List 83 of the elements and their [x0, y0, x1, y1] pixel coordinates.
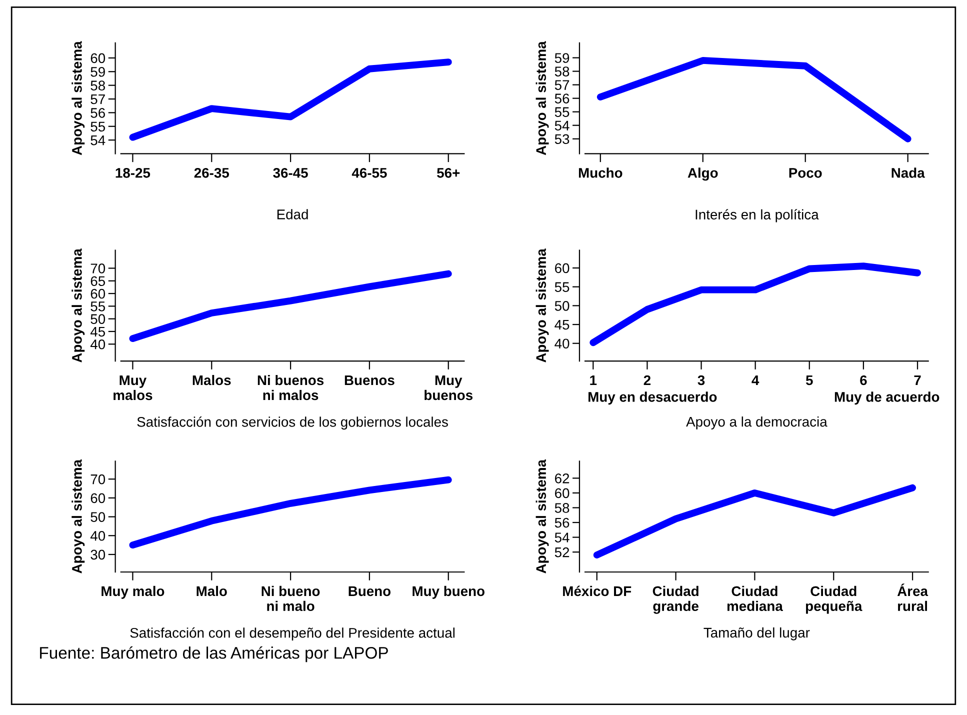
y-tick-label: 60: [90, 53, 106, 64]
x-tick-label: 46-55: [352, 168, 387, 178]
text: Muy de acuerdo: [834, 392, 940, 405]
x-tick-label: Malos: [192, 374, 231, 386]
x-tick-label: 1: [590, 375, 597, 386]
x-tick-label: 26-35: [194, 168, 230, 178]
y-tick-label: 50: [90, 314, 106, 324]
x-axis-title: Satisfacción con servicios de los gobiernos locales: [137, 416, 448, 430]
x-tick-label: Nada: [892, 168, 925, 178]
y-tick-label: 54: [554, 532, 570, 542]
x-axis-title: Edad: [277, 209, 308, 220]
x-axis-title: Interés en la política: [696, 209, 819, 222]
x-axis-title: Apoyo a la democracia: [686, 416, 828, 430]
x-tick-label: 36-45: [273, 168, 308, 178]
y-tick-label: 65: [90, 276, 106, 286]
y-tick-label: 60: [90, 288, 106, 299]
x-axis-title: Satisfacción con el desempeño del Presidente actual: [130, 627, 455, 641]
y-tick-label: 40: [90, 530, 106, 541]
x-tick-label: 56+: [437, 168, 460, 178]
x-tick-label: Ciudad mediana: [727, 586, 783, 612]
y-tick-label: 56: [554, 518, 570, 528]
x-tick-label: Muy malos: [114, 375, 152, 400]
y-axis-title: Apoyo al sistema: [72, 41, 85, 156]
x-tick-label: 7: [914, 375, 921, 386]
y-axis-title: Apoyo al sistema: [536, 41, 549, 156]
y-tick-label: 56: [554, 94, 570, 104]
x-tick-label: 6: [860, 375, 867, 386]
x-tick-label: Buenos: [344, 375, 394, 386]
x-tick-label: Mucho: [578, 168, 622, 178]
y-tick-label: 58: [90, 80, 105, 90]
x-tick-label: Área rural: [897, 584, 928, 612]
x-tick-label: Bueno: [348, 586, 391, 596]
x-tick-label: Algo: [688, 168, 718, 181]
y-axis-title: Apoyo al sistema: [72, 459, 85, 574]
y-tick-label: 50: [554, 300, 570, 311]
y-tick-label: 57: [554, 80, 570, 90]
y-axis-title: Apoyo al sistema: [72, 248, 85, 362]
x-tick-label: Muy bueno: [412, 586, 484, 599]
y-tick-label: 40: [90, 339, 106, 350]
y-tick-label: 70: [90, 474, 106, 484]
text: Muy en desacuerdo: [588, 392, 717, 405]
x-tick-label: Malo: [196, 586, 227, 596]
y-tick-label: 60: [555, 263, 570, 274]
x-tick-label: Ciudad grande: [652, 586, 698, 614]
x-tick-label: 5: [806, 375, 813, 386]
x-tick-label: Muy buenos: [424, 375, 472, 400]
y-tick-label: 59: [90, 66, 105, 77]
y-tick-label: 54: [554, 120, 570, 131]
y-tick-label: 53: [554, 134, 570, 144]
y-tick-label: 40: [554, 338, 570, 349]
y-tick-label: 54: [90, 136, 106, 146]
x-tick-label: 18-25: [116, 168, 150, 178]
x-tick-label: Ciudad pequeña: [806, 586, 862, 614]
y-axis-title: Apoyo al sistema: [536, 459, 549, 574]
y-tick-label: 45: [90, 326, 106, 337]
y-tick-label: 50: [90, 512, 106, 522]
y-tick-label: 55: [554, 282, 570, 292]
y-tick-label: 56: [90, 108, 105, 118]
y-tick-label: 45: [554, 320, 570, 330]
y-tick-label: 60: [90, 493, 106, 504]
y-tick-label: 30: [90, 550, 106, 560]
y-tick-label: 59: [554, 53, 570, 63]
y-tick-label: 55: [90, 302, 106, 312]
y-tick-label: 70: [90, 264, 106, 274]
x-tick-label: 3: [698, 375, 705, 386]
y-tick-label: 55: [554, 107, 570, 117]
x-tick-label: 2: [644, 375, 651, 386]
x-tick-label: México DF: [563, 586, 632, 596]
y-tick-label: 62: [555, 474, 570, 484]
x-tick-label: Ni buenos ni malos: [258, 374, 324, 400]
y-tick-label: 60: [555, 488, 570, 498]
x-tick-label: 4: [752, 375, 760, 386]
x-tick-label: Muy malo: [102, 586, 164, 599]
y-tick-label: 55: [90, 122, 106, 132]
x-tick-label: Poco: [789, 168, 822, 178]
y-tick-label: 57: [90, 94, 105, 104]
y-axis-title: Apoyo al sistema: [536, 248, 549, 362]
y-tick-label: 52: [554, 547, 570, 558]
x-axis-title: Tamaño del lugar: [704, 627, 810, 640]
source-note: Fuente: Barómetro de las Américas por LAPOP: [40, 646, 388, 662]
y-tick-label: 58: [554, 503, 570, 513]
x-tick-label: Ni bueno ni malo: [262, 586, 320, 612]
y-tick-label: 58: [554, 66, 570, 76]
